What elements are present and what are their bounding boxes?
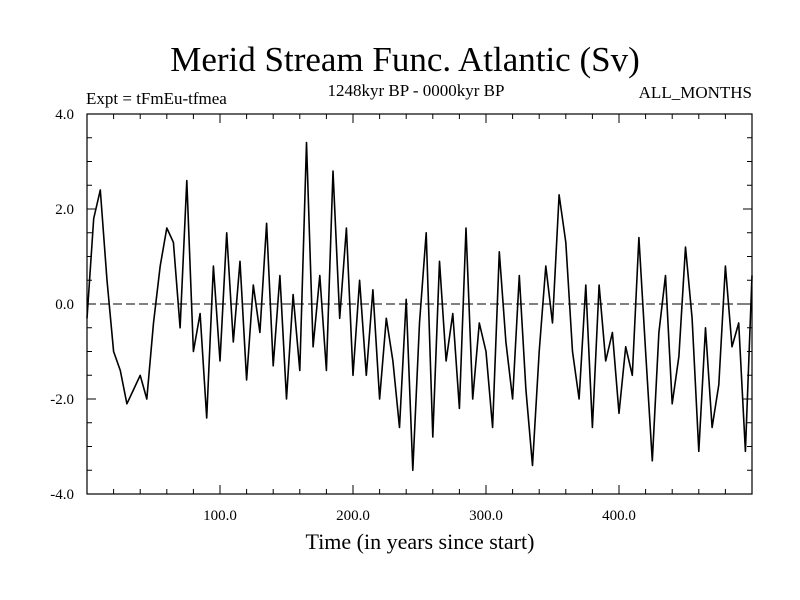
y-tick-label: 2.0 bbox=[55, 202, 74, 218]
y-tick-label: -2.0 bbox=[50, 392, 74, 408]
months-label: ALL_MONTHS bbox=[639, 83, 752, 102]
x-tick-label: 400.0 bbox=[602, 508, 636, 524]
x-tick-label: 200.0 bbox=[336, 508, 370, 524]
series-line bbox=[86, 141, 753, 472]
x-tick-label: 300.0 bbox=[469, 508, 503, 524]
y-tick-label: -4.0 bbox=[50, 487, 74, 503]
experiment-label: Expt = tFmEu-tfmea bbox=[86, 89, 227, 108]
axis-ticks: 100.0 200.0 300.0 400.0 4.0 2.0 0.0 -2.0 -4.0 bbox=[50, 107, 752, 524]
x-axis-label: Time (in years since start) bbox=[306, 529, 535, 554]
chart-title: Merid Stream Func. Atlantic (Sv) bbox=[170, 40, 640, 79]
y-tick-label: 0.0 bbox=[55, 297, 74, 313]
y-tick-label: 4.0 bbox=[55, 107, 74, 123]
time-range-label: 1248kyr BP - 0000kyr BP bbox=[328, 81, 505, 100]
x-tick-label: 100.0 bbox=[203, 508, 237, 524]
